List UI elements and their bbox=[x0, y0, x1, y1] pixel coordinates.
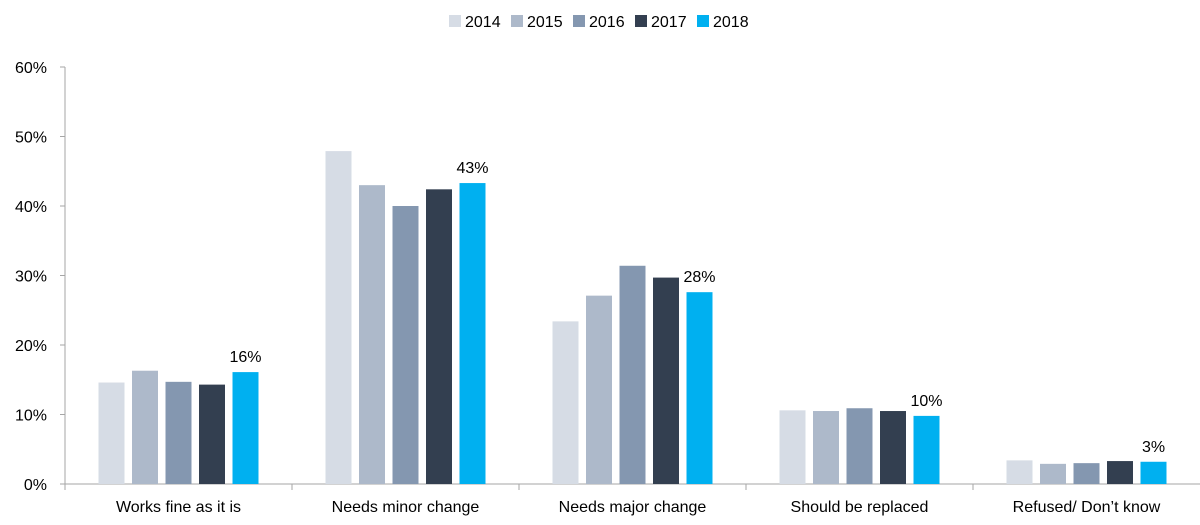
bar bbox=[880, 411, 906, 484]
y-tick-label: 30% bbox=[15, 269, 47, 286]
bar bbox=[1073, 463, 1100, 484]
x-category-label: Needs major change bbox=[559, 499, 707, 516]
bar bbox=[359, 185, 385, 484]
legend-label: 2015 bbox=[527, 14, 563, 31]
legend-label: 2014 bbox=[465, 14, 501, 31]
bar bbox=[459, 183, 486, 484]
legend-item: 2016 bbox=[573, 14, 625, 31]
bar-series-2017 bbox=[199, 189, 1133, 484]
legend-swatch bbox=[511, 15, 523, 27]
data-label: 16% bbox=[229, 349, 261, 366]
data-label: 28% bbox=[683, 269, 715, 286]
bar bbox=[98, 382, 125, 484]
bar bbox=[1040, 463, 1066, 484]
bar-series-2016 bbox=[165, 206, 1100, 484]
bar bbox=[552, 321, 579, 484]
bar bbox=[686, 292, 713, 484]
legend-swatch bbox=[635, 15, 647, 27]
data-label: 3% bbox=[1142, 439, 1165, 456]
legend-item: 2014 bbox=[449, 14, 501, 31]
data-labels: 16% 43% 28% 10% 3% bbox=[229, 160, 1165, 456]
bar bbox=[913, 415, 940, 484]
bar bbox=[165, 381, 192, 484]
bar bbox=[199, 384, 225, 484]
chart-legend: 2014 2015 2016 2017 2018 bbox=[449, 14, 749, 31]
bar-series-2015 bbox=[132, 185, 1066, 484]
legend-swatch bbox=[697, 15, 709, 27]
bar bbox=[392, 206, 419, 484]
legend-swatch bbox=[573, 15, 585, 27]
y-axis: 0% 10% 20% 30% 40% 50% 60% bbox=[15, 60, 66, 494]
y-tick-label: 10% bbox=[15, 408, 47, 425]
bar-series-group bbox=[98, 151, 1167, 484]
y-tick-label: 0% bbox=[24, 477, 47, 494]
bar bbox=[619, 265, 646, 484]
x-category-label: Needs minor change bbox=[332, 499, 480, 516]
bar bbox=[586, 295, 612, 484]
legend-item: 2015 bbox=[511, 14, 563, 31]
bar-series-2014 bbox=[98, 151, 1033, 484]
legend-item: 2018 bbox=[697, 14, 749, 31]
legend-label: 2016 bbox=[589, 14, 625, 31]
x-category-label: Should be replaced bbox=[791, 499, 929, 516]
bar bbox=[426, 189, 452, 484]
y-tick-label: 20% bbox=[15, 338, 47, 355]
x-category-label: Refused/ Don’t know bbox=[1013, 499, 1161, 516]
legend-swatch bbox=[449, 15, 461, 27]
x-category-label: Works fine as it is bbox=[116, 499, 241, 516]
y-tick-label: 40% bbox=[15, 199, 47, 216]
bar-series-2018 bbox=[232, 183, 1167, 484]
x-axis: Works fine as it is Needs minor change Nee… bbox=[64, 483, 1200, 516]
y-tick-label: 60% bbox=[15, 60, 47, 77]
bar bbox=[846, 408, 873, 484]
bar bbox=[132, 370, 158, 484]
legend-label: 2018 bbox=[713, 14, 749, 31]
bar bbox=[1140, 461, 1167, 484]
legend-label: 2017 bbox=[651, 14, 687, 31]
bar bbox=[653, 277, 679, 484]
data-label: 10% bbox=[910, 393, 942, 410]
bar bbox=[813, 411, 839, 484]
legend-item: 2017 bbox=[635, 14, 687, 31]
bar bbox=[1107, 461, 1133, 484]
bar bbox=[779, 410, 806, 484]
y-tick-label: 50% bbox=[15, 130, 47, 147]
bar bbox=[325, 151, 352, 484]
data-label: 43% bbox=[456, 160, 488, 177]
bar bbox=[1006, 460, 1033, 484]
bar bbox=[232, 372, 259, 484]
